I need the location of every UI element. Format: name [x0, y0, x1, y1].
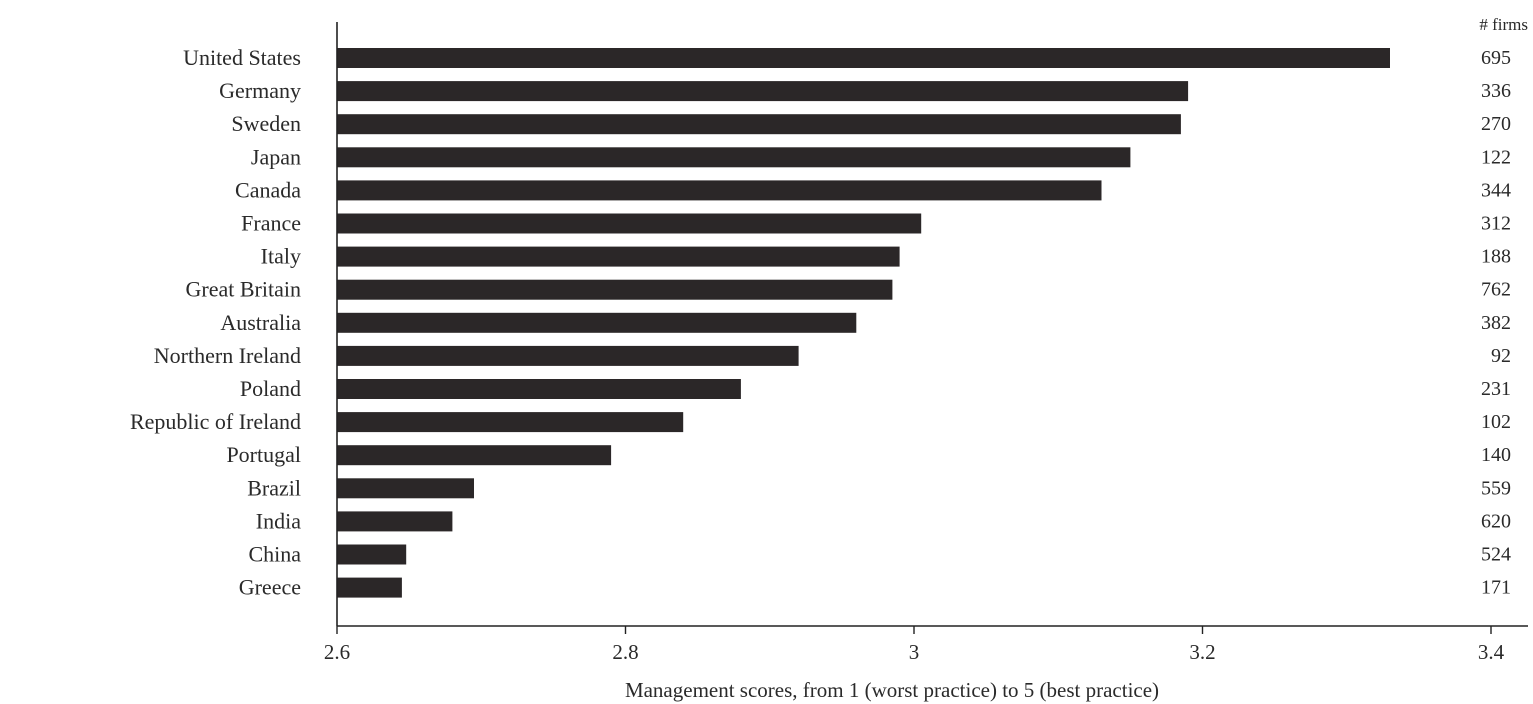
firms-count-label: 122	[1481, 146, 1511, 168]
bar	[337, 279, 893, 300]
firms-count-label: 695	[1481, 47, 1511, 69]
bar	[337, 379, 741, 399]
bar	[337, 147, 1131, 168]
firms-count-label: 270	[1481, 113, 1511, 135]
category-label: Poland	[240, 376, 301, 401]
bar	[337, 246, 900, 267]
category-label: Japan	[251, 144, 301, 169]
bar	[337, 312, 857, 333]
firms-count-label: 188	[1481, 246, 1511, 268]
category-label: United States	[183, 45, 301, 70]
bar	[337, 180, 1102, 201]
bar	[337, 478, 474, 499]
bar	[337, 81, 1189, 102]
bars-group	[337, 48, 1390, 598]
firms-count-label: 524	[1481, 544, 1511, 566]
firms-count-label: 344	[1481, 179, 1511, 201]
bar	[337, 577, 402, 598]
category-label: Brazil	[247, 475, 301, 500]
firms-count-label: 620	[1481, 510, 1511, 532]
category-labels: United States Germany Sweden Japan Canada Fra…	[130, 45, 301, 600]
bar	[337, 345, 799, 366]
firms-count-label: 312	[1481, 213, 1511, 235]
firms-count-label: 762	[1481, 279, 1511, 301]
x-ticks-group: 2.6 2.8 3 3.2 3.4	[324, 626, 1505, 664]
category-label: France	[241, 211, 301, 236]
category-label: Northern Ireland	[154, 343, 301, 368]
firms-count-label: 92	[1491, 345, 1511, 367]
firms-count-label: 559	[1481, 477, 1511, 499]
x-tick-label: 3	[909, 640, 920, 664]
category-label: Germany	[219, 78, 301, 103]
firms-count-labels: 695 336 270 122 344 312 188 762 382 92 231 102 140 55…	[1481, 47, 1511, 599]
bar	[337, 445, 612, 466]
bar	[337, 511, 453, 532]
category-label: Portugal	[226, 442, 301, 467]
bar	[337, 544, 407, 565]
x-axis-title: Management scores, from 1 (worst practic…	[625, 678, 1159, 702]
bar	[337, 114, 1181, 135]
x-tick-label: 3.2	[1189, 640, 1215, 664]
firms-column-header: # firms	[1479, 15, 1528, 34]
category-label: Australia	[220, 310, 301, 335]
firms-count-label: 171	[1481, 577, 1511, 599]
category-label: Greece	[239, 575, 301, 600]
firms-count-label: 382	[1481, 312, 1511, 334]
category-label: Canada	[235, 177, 301, 202]
category-label: India	[256, 508, 301, 533]
x-tick-label: 2.8	[612, 640, 638, 664]
bar	[337, 213, 922, 234]
firms-count-label: 336	[1481, 80, 1511, 102]
axes-group	[336, 22, 1528, 627]
x-tick-label: 3.4	[1478, 640, 1505, 664]
firms-count-label: 140	[1481, 444, 1511, 466]
firms-count-label: 231	[1481, 378, 1511, 400]
bar	[337, 412, 684, 433]
category-label: China	[248, 542, 301, 567]
category-label: Sweden	[231, 111, 301, 136]
bar	[337, 48, 1390, 68]
category-label: Italy	[261, 244, 301, 269]
category-label: Great Britain	[186, 277, 301, 302]
firms-count-label: 102	[1481, 411, 1511, 433]
x-tick-label: 2.6	[324, 640, 350, 664]
category-label: Republic of Ireland	[130, 409, 301, 434]
